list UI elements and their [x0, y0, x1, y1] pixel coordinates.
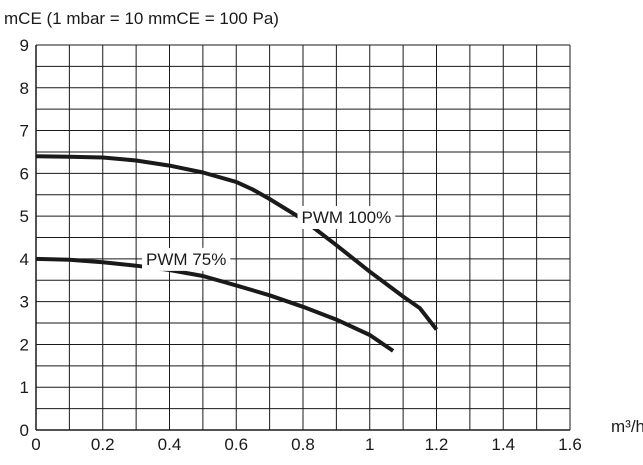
- x-tick-label: 0: [31, 435, 40, 454]
- y-axis-title: mCE (1 mbar = 10 mmCE = 100 Pa): [4, 9, 279, 28]
- x-tick-label: 0.2: [91, 435, 115, 454]
- series-label: PWM 100%: [302, 208, 392, 227]
- y-tick-label: 3: [20, 293, 29, 312]
- x-tick-label: 0.8: [291, 435, 315, 454]
- y-tick-label: 2: [20, 335, 29, 354]
- x-tick-label: 1.2: [425, 435, 449, 454]
- x-tick-label: 1.4: [491, 435, 515, 454]
- y-tick-label: 7: [20, 122, 29, 141]
- x-tick-label: 0.6: [224, 435, 248, 454]
- series-label-group: PWM 100%: [298, 206, 396, 229]
- y-tick-label: 0: [20, 421, 29, 440]
- y-tick-label: 1: [20, 378, 29, 397]
- x-axis-ticks: 0 0.2 0.4 0.6 0.8 1 1.2 1.4 1.6: [31, 435, 582, 454]
- x-axis-title: m³/h: [611, 417, 643, 436]
- y-axis-ticks: 0 1 2 3 4 5 6 7 8 9: [20, 36, 29, 440]
- x-tick-label: 0.4: [158, 435, 182, 454]
- y-tick-label: 8: [20, 79, 29, 98]
- y-tick-label: 5: [20, 207, 29, 226]
- y-tick-label: 6: [20, 164, 29, 183]
- series-label-group: PWM 75%: [142, 248, 230, 271]
- y-tick-label: 4: [20, 250, 29, 269]
- chart-grid: [36, 45, 570, 430]
- y-tick-label: 9: [20, 36, 29, 55]
- x-tick-label: 1.6: [558, 435, 582, 454]
- series-line-pwm-75: [36, 259, 393, 351]
- series-label: PWM 75%: [146, 250, 226, 269]
- x-tick-label: 1: [365, 435, 374, 454]
